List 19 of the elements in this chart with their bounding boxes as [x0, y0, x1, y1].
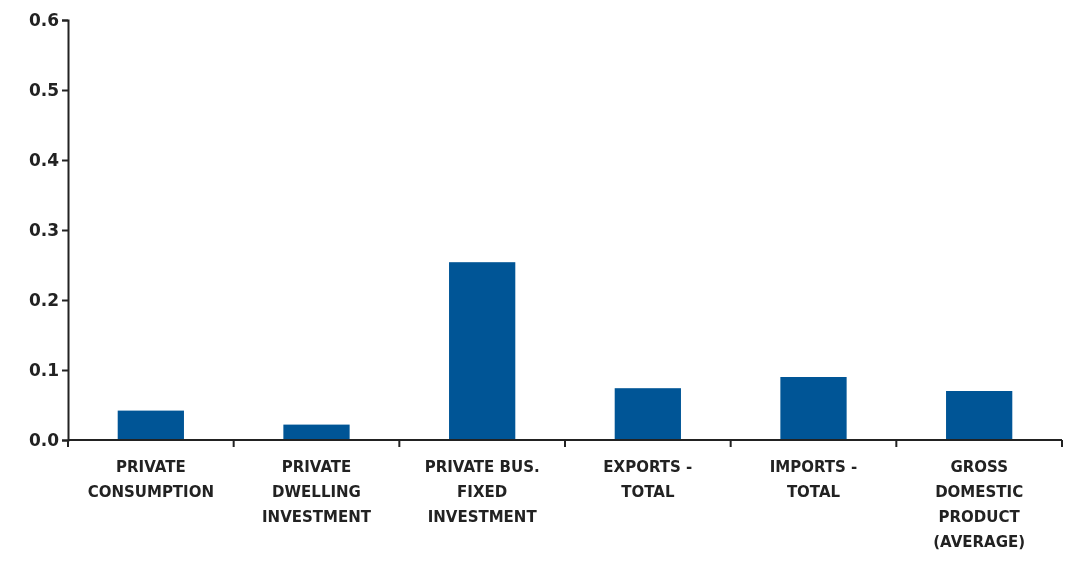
bar	[946, 391, 1013, 440]
bar	[780, 377, 847, 440]
x-tick-label: PRIVATE BUS. FIXED INVESTMENT	[424, 458, 540, 526]
x-tick-label: PRIVATE DWELLING INVESTMENT	[262, 458, 372, 526]
x-tick-label: EXPORTS - TOTAL	[603, 458, 693, 501]
bar	[117, 410, 184, 440]
x-tick-label: IMPORTS - TOTAL	[769, 458, 858, 501]
y-tick-label: 0.2	[28, 289, 59, 310]
y-tick-label: 0.5	[28, 79, 59, 100]
y-tick-label: 0.1	[28, 359, 59, 380]
y-tick-label: 0.6	[28, 9, 59, 30]
bar	[449, 262, 516, 440]
y-tick-label: 0.4	[28, 149, 60, 170]
bar	[283, 424, 350, 440]
bar	[614, 388, 681, 440]
x-tick-label: PRIVATE CONSUMPTION	[87, 458, 215, 501]
y-tick-label: 0.0	[28, 429, 60, 450]
x-tick-label: GROSS DOMESTIC PRODUCT (AVERAGE)	[933, 458, 1026, 551]
y-tick-label: 0.3	[28, 219, 59, 240]
